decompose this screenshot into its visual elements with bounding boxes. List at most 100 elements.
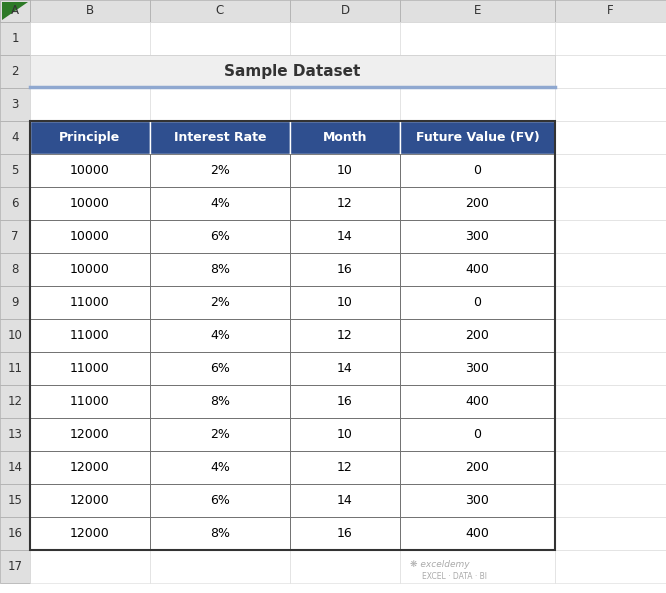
Bar: [150, 517, 290, 550]
Bar: [0, 220, 30, 253]
Bar: [555, 154, 666, 187]
Bar: [150, 121, 290, 154]
Bar: [150, 286, 290, 319]
Bar: [555, 187, 666, 220]
Text: 2%: 2%: [210, 296, 230, 309]
Text: 16: 16: [337, 527, 353, 540]
Bar: [555, 550, 666, 583]
Bar: [150, 385, 290, 418]
Bar: [400, 88, 555, 121]
Bar: [0, 286, 30, 319]
Bar: [150, 88, 290, 121]
Text: 6: 6: [11, 197, 19, 210]
Text: 11000: 11000: [70, 362, 110, 375]
Text: Month: Month: [323, 131, 367, 144]
Bar: [290, 187, 400, 220]
Bar: [555, 253, 666, 286]
Bar: [400, 253, 555, 286]
Text: 5: 5: [11, 164, 19, 177]
Text: 400: 400: [466, 395, 490, 408]
Text: 10: 10: [337, 428, 353, 441]
Bar: [400, 286, 555, 319]
Bar: [400, 484, 555, 517]
Bar: [400, 484, 555, 517]
Text: 12000: 12000: [70, 494, 110, 507]
Bar: [150, 253, 290, 286]
Text: 300: 300: [466, 362, 490, 375]
Bar: [290, 121, 400, 154]
Bar: [0, 154, 30, 187]
Text: 1: 1: [11, 32, 19, 45]
Text: 16: 16: [337, 395, 353, 408]
Bar: [150, 451, 290, 484]
Text: 6%: 6%: [210, 230, 230, 243]
Bar: [290, 55, 400, 88]
Bar: [290, 550, 400, 583]
Bar: [150, 220, 290, 253]
Bar: [400, 22, 555, 55]
Bar: [30, 385, 150, 418]
Bar: [400, 187, 555, 220]
Text: 10000: 10000: [70, 197, 110, 210]
Bar: [290, 352, 400, 385]
Text: 4%: 4%: [210, 197, 230, 210]
Bar: [290, 418, 400, 451]
Bar: [290, 187, 400, 220]
Bar: [30, 385, 150, 418]
Text: EXCEL · DATA · BI: EXCEL · DATA · BI: [422, 572, 487, 581]
Text: 12: 12: [337, 197, 353, 210]
Text: 15: 15: [7, 494, 23, 507]
Bar: [30, 187, 150, 220]
Bar: [555, 220, 666, 253]
Bar: [400, 154, 555, 187]
Text: 2%: 2%: [210, 428, 230, 441]
Bar: [290, 451, 400, 484]
Bar: [150, 220, 290, 253]
Text: 12000: 12000: [70, 428, 110, 441]
Text: ❋ exceldemy: ❋ exceldemy: [410, 560, 470, 569]
Text: F: F: [607, 5, 614, 18]
Text: 8: 8: [11, 263, 19, 276]
Bar: [0, 451, 30, 484]
Text: 4%: 4%: [210, 461, 230, 474]
Bar: [30, 451, 150, 484]
Text: 0: 0: [474, 164, 482, 177]
Text: Interest Rate: Interest Rate: [174, 131, 266, 144]
Bar: [290, 385, 400, 418]
Text: 12: 12: [7, 395, 23, 408]
Bar: [0, 319, 30, 352]
Text: 11000: 11000: [70, 296, 110, 309]
Bar: [555, 418, 666, 451]
Bar: [30, 121, 555, 550]
Bar: [0, 121, 30, 154]
Bar: [0, 55, 30, 88]
Bar: [30, 517, 150, 550]
Bar: [290, 154, 400, 187]
Text: 300: 300: [466, 230, 490, 243]
Text: Future Value (FV): Future Value (FV): [416, 131, 539, 144]
Bar: [400, 418, 555, 451]
Text: Sample Dataset: Sample Dataset: [224, 64, 361, 79]
Bar: [555, 352, 666, 385]
Bar: [150, 187, 290, 220]
Bar: [150, 187, 290, 220]
Bar: [0, 22, 30, 55]
Bar: [30, 352, 150, 385]
Text: 7: 7: [11, 230, 19, 243]
Bar: [150, 352, 290, 385]
Bar: [0, 187, 30, 220]
Bar: [0, 253, 30, 286]
Bar: [555, 484, 666, 517]
Bar: [30, 352, 150, 385]
Bar: [290, 253, 400, 286]
Bar: [150, 22, 290, 55]
Text: 14: 14: [337, 230, 353, 243]
Text: 0: 0: [474, 296, 482, 309]
Text: 17: 17: [7, 560, 23, 573]
Bar: [150, 253, 290, 286]
Bar: [290, 385, 400, 418]
Bar: [30, 22, 150, 55]
Text: 12: 12: [337, 329, 353, 342]
Bar: [290, 286, 400, 319]
Bar: [400, 451, 555, 484]
